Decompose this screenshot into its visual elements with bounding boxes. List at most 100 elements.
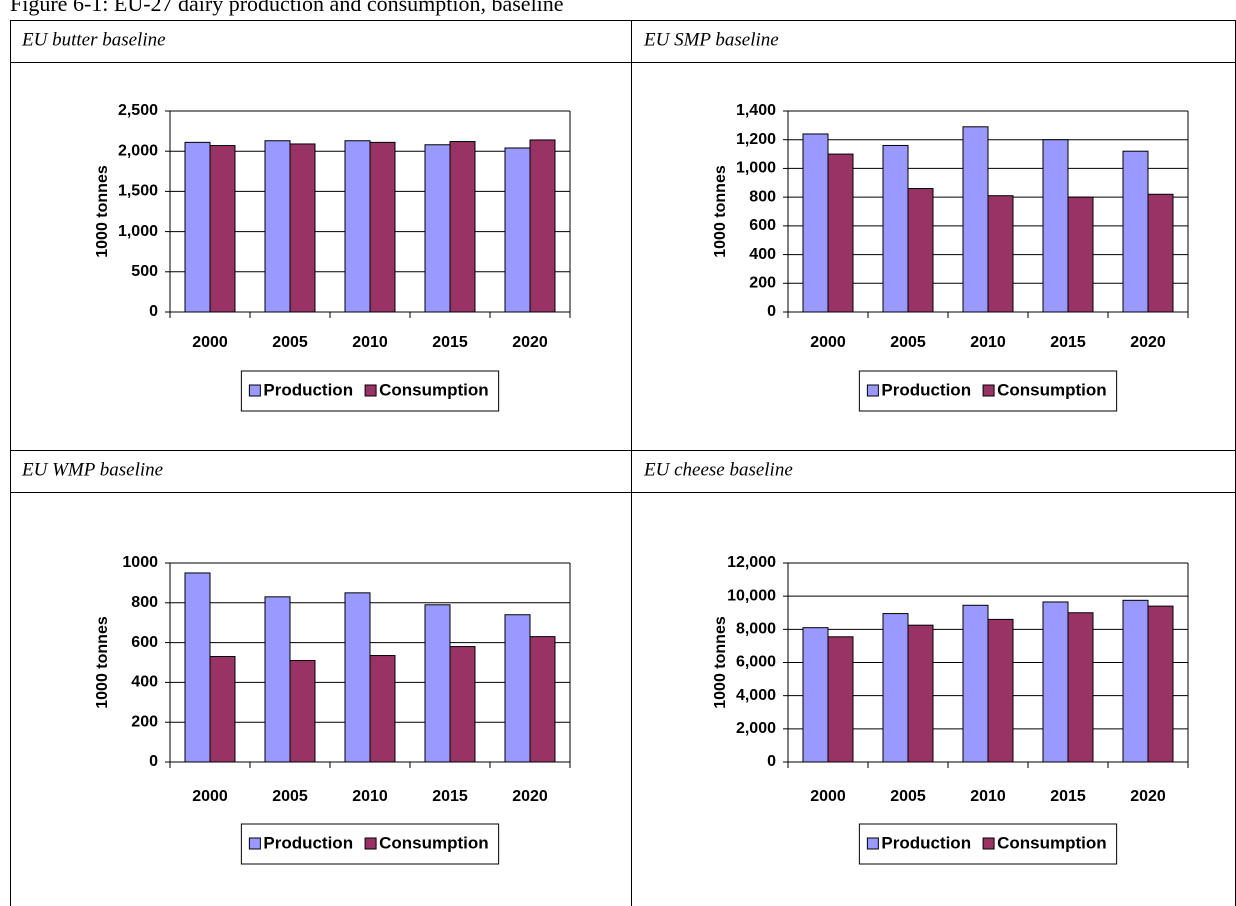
legend-swatch <box>248 384 261 397</box>
y-axis-label: 1000 tonnes <box>712 165 729 258</box>
bar <box>184 141 211 313</box>
y-tick-label: 800 <box>749 188 776 205</box>
bar <box>907 624 934 763</box>
legend-swatch <box>982 384 995 397</box>
x-tick-label: 2015 <box>432 334 468 351</box>
legend-swatch <box>364 384 377 397</box>
legend-label: Consumption <box>997 380 1107 399</box>
legend-swatch <box>866 384 879 397</box>
bar <box>987 618 1014 763</box>
y-tick-label: 12,000 <box>727 554 776 571</box>
bar <box>1067 196 1094 313</box>
x-tick-label: 2020 <box>512 788 548 805</box>
y-tick-label: 2,500 <box>118 102 158 119</box>
bar <box>1122 599 1149 763</box>
x-tick-label: 2000 <box>192 334 228 351</box>
y-tick-label: 0 <box>149 303 158 320</box>
y-tick-label: 1,500 <box>118 183 158 200</box>
bar <box>289 143 316 313</box>
x-tick-label: 2000 <box>810 334 846 351</box>
bar <box>344 140 371 313</box>
legend: Production Consumption <box>858 370 1118 412</box>
bar <box>1067 612 1094 763</box>
y-tick-label: 1000 <box>122 554 158 571</box>
legend: Production Consumption <box>240 823 500 865</box>
y-tick-label: 1,000 <box>736 160 776 177</box>
legend-label: Production <box>881 380 971 399</box>
bar <box>529 636 556 763</box>
bar <box>264 596 291 763</box>
panel-title: EU SMP baseline <box>643 29 779 50</box>
x-tick-label: 2020 <box>1130 788 1166 805</box>
legend-label: Consumption <box>997 833 1107 852</box>
x-tick-label: 2010 <box>970 334 1006 351</box>
y-tick-label: 1,000 <box>118 223 158 240</box>
y-tick-label: 0 <box>767 303 776 320</box>
bar <box>802 133 829 313</box>
x-tick-label: 2005 <box>890 334 926 351</box>
legend-label: Consumption <box>379 380 489 399</box>
legend-label: Production <box>263 380 353 399</box>
y-tick-label: 8,000 <box>736 621 776 638</box>
y-tick-label: 10,000 <box>727 587 776 604</box>
y-tick-label: 2,000 <box>118 142 158 159</box>
bar <box>1122 150 1149 313</box>
bar <box>1042 601 1069 763</box>
y-tick-label: 4,000 <box>736 687 776 704</box>
y-axis-label: 1000 tonnes <box>94 616 111 709</box>
y-tick-label: 0 <box>767 753 776 770</box>
bar <box>802 627 829 763</box>
bar <box>1042 139 1069 313</box>
bar <box>1147 605 1174 763</box>
y-tick-label: 2,000 <box>736 720 776 737</box>
bar <box>449 646 476 763</box>
bar <box>424 144 451 313</box>
y-tick-label: 500 <box>131 263 158 280</box>
x-tick-label: 2015 <box>1050 788 1086 805</box>
bar <box>962 126 989 313</box>
bar <box>209 656 236 763</box>
bar <box>449 141 476 313</box>
legend-swatch <box>364 837 377 850</box>
bar <box>264 140 291 313</box>
y-tick-label: 600 <box>131 634 158 651</box>
bar <box>344 592 371 763</box>
bar <box>827 153 854 313</box>
y-tick-label: 200 <box>131 713 158 730</box>
bar <box>424 604 451 763</box>
panel-title: EU WMP baseline <box>21 459 163 480</box>
x-tick-label: 2005 <box>890 788 926 805</box>
legend-label: Production <box>263 833 353 852</box>
bar <box>1147 193 1174 313</box>
x-tick-label: 2000 <box>192 788 228 805</box>
x-tick-label: 2010 <box>352 788 388 805</box>
x-tick-label: 2005 <box>272 334 308 351</box>
y-tick-label: 1,400 <box>736 102 776 119</box>
x-tick-label: 2020 <box>1130 334 1166 351</box>
x-tick-label: 2005 <box>272 788 308 805</box>
y-tick-label: 1,200 <box>736 131 776 148</box>
x-tick-label: 2020 <box>512 334 548 351</box>
bar <box>504 147 531 313</box>
legend-swatch <box>866 837 879 850</box>
bar <box>827 636 854 763</box>
x-tick-label: 2000 <box>810 788 846 805</box>
panel-title: EU cheese baseline <box>643 459 793 480</box>
legend: Production Consumption <box>240 370 500 412</box>
bar <box>882 613 909 763</box>
y-tick-label: 0 <box>149 753 158 770</box>
legend-swatch <box>248 837 261 850</box>
bar <box>369 655 396 763</box>
y-tick-label: 400 <box>131 674 158 691</box>
x-tick-label: 2010 <box>352 334 388 351</box>
x-tick-label: 2015 <box>1050 334 1086 351</box>
bar <box>289 660 316 763</box>
bar <box>882 144 909 313</box>
figure-title: Figure 6-1: EU-27 dairy production and c… <box>10 0 564 16</box>
bar <box>369 141 396 313</box>
y-tick-label: 400 <box>749 246 776 263</box>
bar <box>504 614 531 763</box>
panel-title: EU butter baseline <box>21 29 166 50</box>
legend-label: Consumption <box>379 833 489 852</box>
